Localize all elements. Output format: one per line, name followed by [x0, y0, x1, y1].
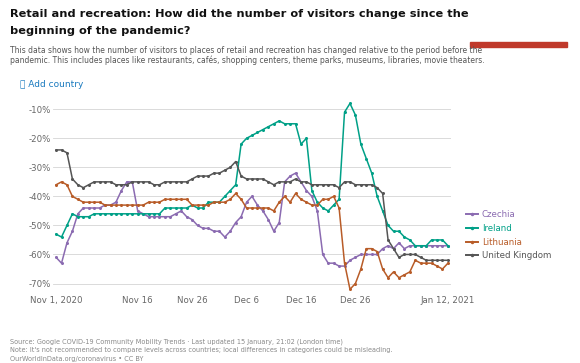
Lithuania [188, 203, 195, 207]
Lithuania [53, 183, 60, 187]
United Kingdom [423, 258, 430, 262]
Ireland [183, 206, 190, 210]
Czechia [140, 212, 147, 216]
Text: Our World
in Data: Our World in Data [491, 8, 546, 31]
Lithuania [145, 200, 152, 204]
Ireland [412, 244, 419, 248]
United Kingdom [53, 148, 60, 152]
Bar [470, 42, 567, 47]
Czechia [417, 244, 424, 248]
Lithuania [346, 287, 353, 291]
United Kingdom [140, 180, 147, 184]
Czechia [248, 194, 255, 199]
Text: ➕ Add country: ➕ Add country [20, 80, 84, 89]
Ireland [53, 232, 60, 236]
Ireland [140, 212, 147, 216]
Lithuania [417, 261, 424, 265]
Lithuania [390, 270, 397, 274]
Ireland [396, 229, 403, 233]
Czechia [292, 171, 299, 175]
Text: Source: Google COVID-19 Community Mobility Trends · Last updated 15 January, 21:: Source: Google COVID-19 Community Mobili… [10, 338, 393, 362]
United Kingdom [407, 252, 414, 257]
Line: Czechia: Czechia [55, 172, 450, 268]
Ireland [248, 133, 255, 138]
Ireland [444, 244, 451, 248]
Lithuania [254, 206, 261, 210]
Ireland [417, 244, 424, 248]
Text: Retail and recreation: How did the number of visitors change since the: Retail and recreation: How did the numbe… [10, 9, 469, 19]
Czechia [336, 264, 343, 268]
Czechia [53, 255, 60, 260]
Czechia [444, 244, 451, 248]
Ireland [385, 223, 392, 228]
Lithuania [401, 273, 408, 277]
Text: beginning of the pandemic?: beginning of the pandemic? [10, 26, 191, 36]
United Kingdom [183, 180, 190, 184]
Czechia [183, 215, 190, 219]
Line: Ireland: Ireland [55, 102, 450, 247]
Line: Lithuania: Lithuania [55, 180, 450, 291]
Lithuania [58, 180, 65, 184]
Text: This data shows how the number of visitors to places of retail and recreation ha: This data shows how the number of visito… [10, 46, 483, 56]
United Kingdom [248, 177, 255, 181]
Czechia [390, 246, 397, 251]
Ireland [346, 101, 353, 106]
United Kingdom [379, 191, 386, 196]
United Kingdom [444, 258, 451, 262]
Legend: Czechia, Ireland, Lithuania, United Kingdom: Czechia, Ireland, Lithuania, United King… [463, 207, 554, 264]
Lithuania [444, 261, 451, 265]
Line: United Kingdom: United Kingdom [55, 148, 450, 262]
United Kingdom [390, 246, 397, 251]
Czechia [401, 246, 408, 251]
Text: pandemic. This includes places like restaurants, cafés, shopping centers, theme : pandemic. This includes places like rest… [10, 55, 485, 65]
